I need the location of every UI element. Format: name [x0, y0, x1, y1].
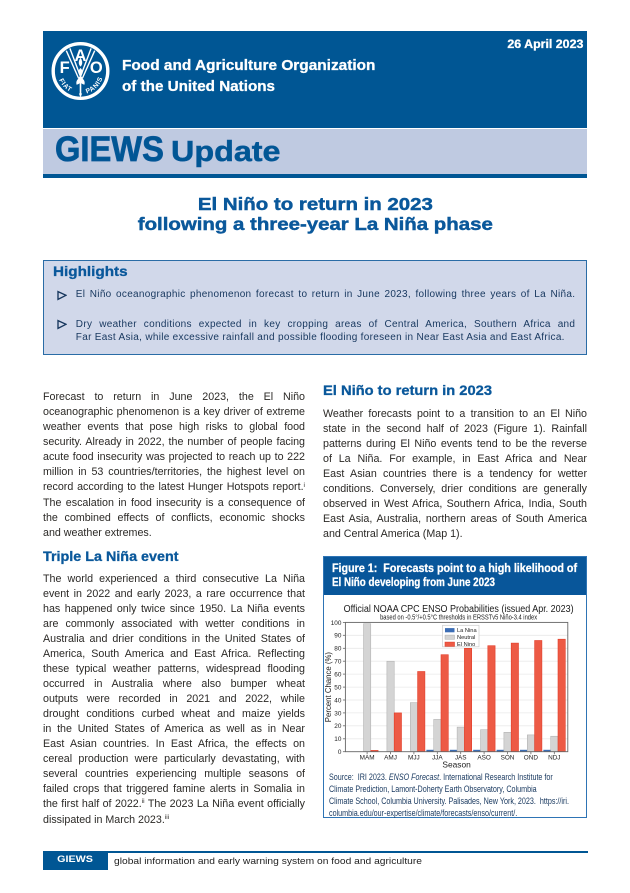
svg-text:MJJ: MJJ	[408, 755, 420, 762]
svg-text:Neutral: Neutral	[457, 635, 475, 641]
svg-text:Percent Chance (%): Percent Chance (%)	[324, 652, 333, 723]
svg-text:MAM: MAM	[360, 755, 375, 762]
svg-text:O: O	[90, 59, 103, 77]
svg-text:based on -0.5°/+0.5°C threshol: based on -0.5°/+0.5°C thresholds in ERSS…	[380, 613, 537, 621]
svg-text:40: 40	[334, 697, 342, 704]
svg-text:60: 60	[334, 672, 342, 679]
svg-text:A: A	[75, 47, 87, 65]
svg-text:80: 80	[334, 646, 342, 653]
svg-text:90: 90	[334, 633, 342, 640]
svg-text:50: 50	[334, 685, 342, 692]
svg-text:AMJ: AMJ	[384, 755, 397, 762]
svg-text:70: 70	[334, 659, 342, 666]
svg-text:El Nino: El Nino	[457, 642, 475, 648]
svg-text:JJA: JJA	[432, 755, 443, 762]
svg-text:SON: SON	[501, 755, 515, 762]
svg-text:F: F	[60, 59, 70, 77]
svg-text:20: 20	[334, 723, 342, 730]
svg-text:NDJ: NDJ	[548, 755, 560, 762]
svg-text:Season: Season	[442, 760, 471, 770]
svg-text:100: 100	[331, 620, 342, 627]
svg-text:Official NOAA CPC ENSO Probabi: Official NOAA CPC ENSO Probabilities (is…	[344, 604, 574, 615]
svg-text:OND: OND	[524, 755, 539, 762]
svg-text:La Nina: La Nina	[457, 628, 477, 634]
svg-text:10: 10	[334, 736, 342, 743]
svg-text:0: 0	[338, 749, 342, 756]
svg-text:JAS: JAS	[455, 755, 467, 762]
svg-text:ASO: ASO	[477, 755, 491, 762]
svg-text:30: 30	[334, 710, 342, 717]
